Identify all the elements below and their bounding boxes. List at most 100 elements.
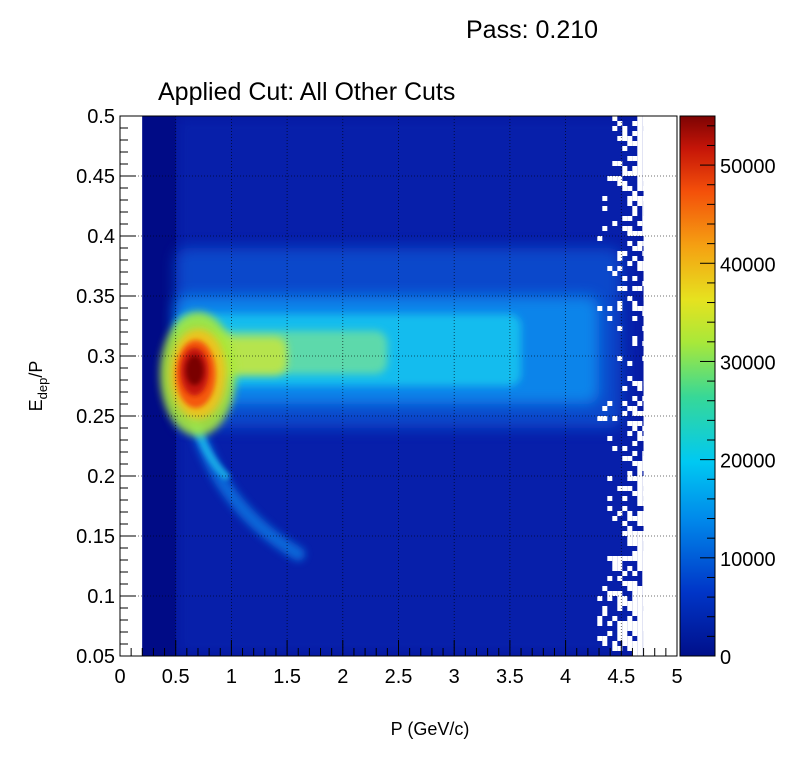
empty-cell — [622, 506, 628, 511]
empty-cell — [627, 296, 633, 301]
empty-cell — [622, 531, 628, 536]
empty-cell — [637, 131, 643, 136]
empty-cell — [607, 266, 613, 271]
empty-cell — [632, 441, 638, 446]
empty-cell — [617, 486, 623, 491]
empty-cell — [632, 646, 638, 651]
empty-cell — [637, 481, 643, 486]
empty-cell — [637, 261, 643, 266]
empty-cell — [632, 336, 638, 341]
empty-cell — [632, 426, 638, 431]
empty-cell — [627, 456, 633, 461]
empty-cell — [637, 166, 643, 171]
z-tick-label: 50000 — [720, 156, 776, 178]
empty-cell — [617, 136, 623, 141]
empty-cell — [622, 581, 628, 586]
empty-cell — [622, 446, 628, 451]
empty-cell — [637, 591, 643, 596]
peak-core — [185, 355, 204, 386]
empty-cell — [622, 496, 628, 501]
empty-cell — [632, 191, 638, 196]
empty-cell — [632, 651, 638, 656]
empty-cell — [612, 556, 618, 561]
empty-cell — [637, 231, 643, 236]
empty-cell — [612, 646, 618, 651]
empty-cell — [622, 636, 628, 641]
empty-cell — [632, 531, 638, 536]
empty-cell — [637, 196, 643, 201]
y-tick-label: 0.2 — [87, 466, 115, 488]
empty-cell — [622, 601, 628, 606]
empty-cell — [637, 621, 643, 626]
empty-cell — [622, 186, 628, 191]
empty-cell — [637, 521, 643, 526]
empty-cell — [632, 631, 638, 636]
empty-cell — [612, 616, 618, 621]
color-bar: 0 10000 20000 30000 40000 50000 — [679, 115, 776, 669]
empty-cell — [607, 591, 613, 596]
empty-cell — [632, 611, 638, 616]
empty-cell — [627, 556, 633, 561]
empty-cell — [607, 576, 613, 581]
empty-cell — [617, 626, 623, 631]
grid-lines — [120, 116, 677, 656]
x-tick-label: 5 — [671, 666, 682, 688]
empty-cell — [627, 141, 633, 146]
empty-cell — [627, 201, 633, 206]
y-tick-label: 0.35 — [76, 286, 115, 308]
y-tick-label: 0.45 — [76, 166, 115, 188]
empty-cell — [622, 596, 628, 601]
empty-cell — [617, 606, 623, 611]
empty-cell — [627, 566, 633, 571]
z-tick-label: 0 — [720, 647, 731, 669]
empty-cell — [632, 406, 638, 411]
y-axis-label-tail: /P — [26, 361, 46, 378]
empty-cell — [622, 621, 628, 626]
empty-cell — [632, 461, 638, 466]
empty-cell — [617, 631, 623, 636]
empty-cell — [602, 641, 608, 646]
empty-cell — [612, 641, 618, 646]
empty-cell — [627, 431, 633, 436]
empty-cell — [612, 566, 618, 571]
empty-cell — [632, 206, 638, 211]
empty-cell — [627, 586, 633, 591]
empty-cell — [627, 621, 633, 626]
empty-cell — [632, 491, 638, 496]
empty-cell — [622, 286, 628, 291]
empty-cell — [627, 471, 633, 476]
x-tick-label: 4.5 — [607, 666, 635, 688]
empty-cell — [637, 436, 643, 441]
empty-cell — [637, 486, 643, 491]
empty-cell — [637, 531, 643, 536]
empty-cell — [622, 486, 628, 491]
empty-cell — [637, 146, 643, 151]
empty-cell — [617, 556, 623, 561]
empty-cell — [632, 301, 638, 306]
y-tick-label: 0.1 — [87, 586, 115, 608]
empty-cell — [637, 651, 643, 656]
empty-cell — [627, 376, 633, 381]
empty-cell — [637, 551, 643, 556]
empty-cell — [612, 416, 618, 421]
empty-cell — [607, 596, 613, 601]
empty-cell — [617, 576, 623, 581]
empty-cell — [632, 231, 638, 236]
empty-cell — [632, 246, 638, 251]
empty-cell — [597, 621, 603, 626]
empty-cell — [627, 156, 633, 161]
empty-cell — [637, 601, 643, 606]
empty-cell — [627, 226, 633, 231]
empty-cell — [622, 571, 628, 576]
empty-cell — [622, 166, 628, 171]
empty-cell — [632, 396, 638, 401]
empty-cell — [617, 121, 623, 126]
empty-cell — [632, 121, 638, 126]
empty-cell — [622, 136, 628, 141]
chart-title: Applied Cut: All Other Cuts — [158, 78, 455, 106]
empty-cell — [637, 496, 643, 501]
empty-cell — [627, 196, 633, 201]
empty-cell — [607, 556, 613, 561]
empty-region — [643, 116, 677, 656]
empty-cell — [637, 431, 643, 436]
